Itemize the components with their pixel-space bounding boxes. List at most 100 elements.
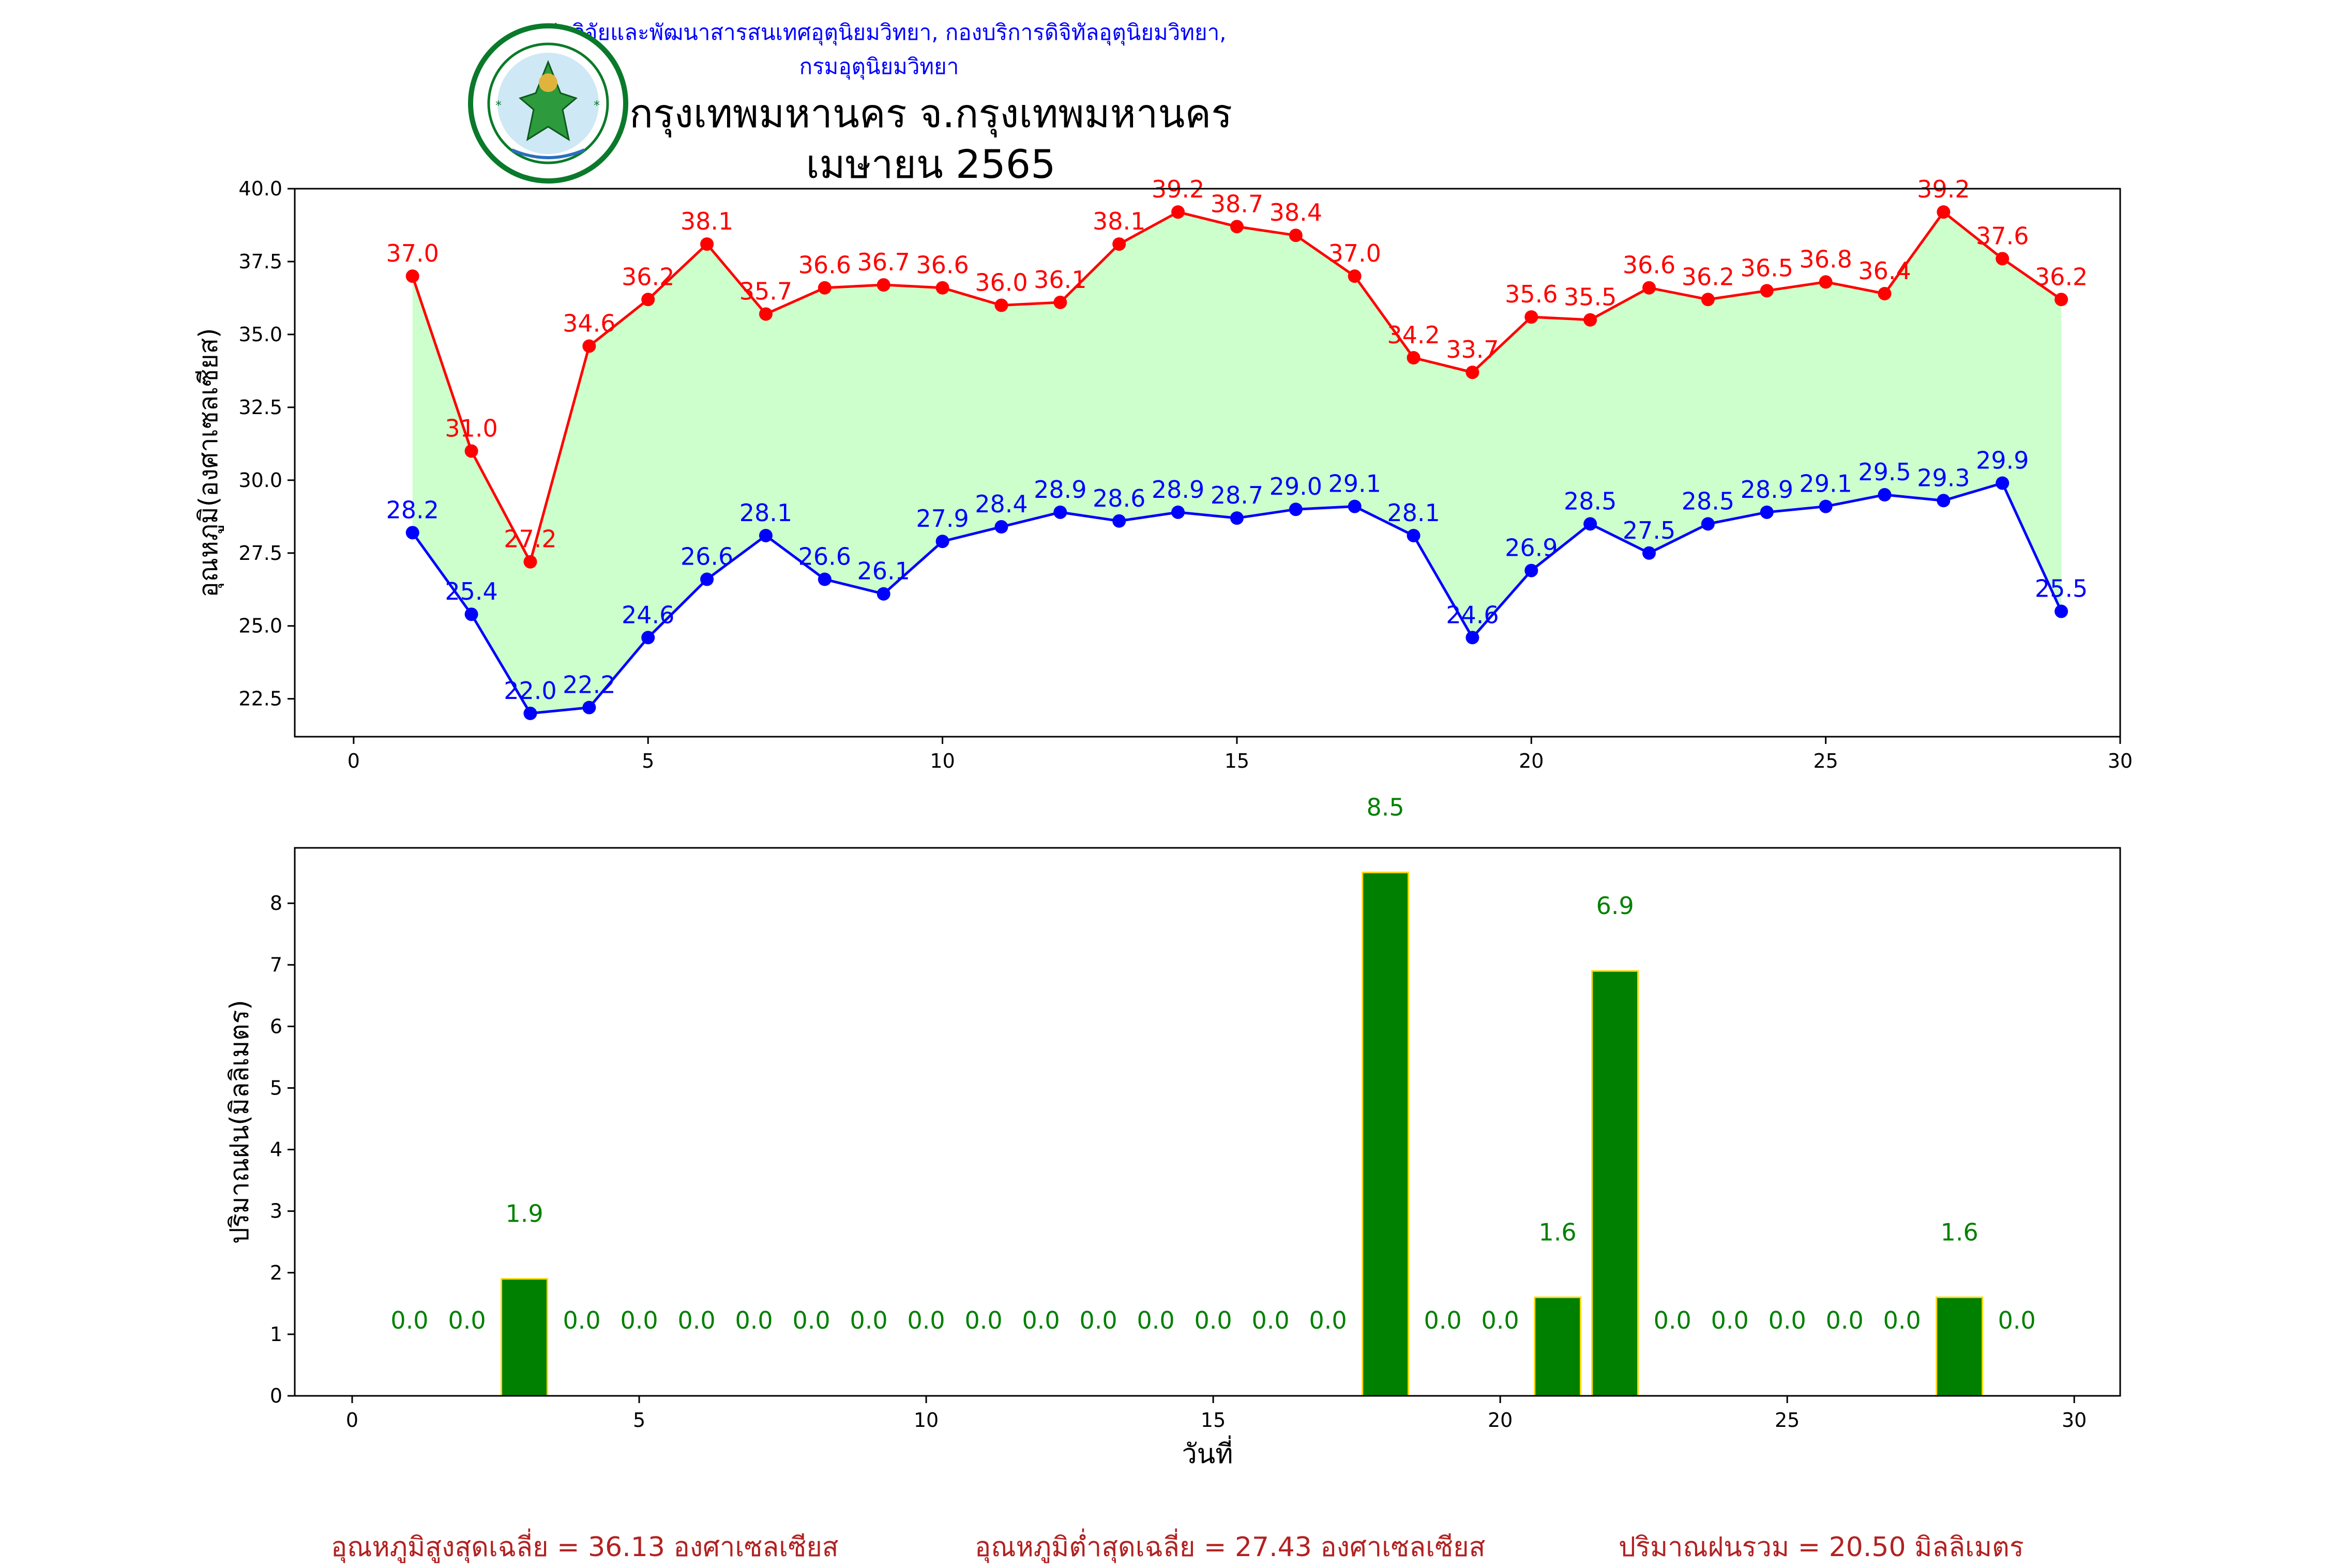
temp-x-tick-label: 0 [347, 750, 360, 772]
max-temp-point [2054, 293, 2068, 307]
rain-y-tick-label: 6 [270, 1015, 282, 1038]
rain-data-label: 0.0 [1482, 1306, 1519, 1334]
min-temp-point [700, 572, 714, 586]
rain-data-label: 0.0 [1424, 1306, 1462, 1334]
temp-x-tick-label: 25 [1813, 750, 1838, 772]
min-temp-data-label: 22.2 [563, 671, 615, 699]
min-temp-data-label: 25.5 [2035, 575, 2088, 603]
max-temp-point [523, 555, 537, 569]
svg-text:*: * [594, 98, 600, 113]
min-temp-data-label: 26.1 [857, 557, 910, 585]
rain-y-tick-label: 8 [270, 892, 282, 915]
rain-bar [1362, 872, 1410, 1397]
rain-y-tick-label: 5 [270, 1076, 282, 1099]
min-temp-data-label: 26.9 [1505, 534, 1558, 562]
max-temp-point [877, 278, 890, 292]
rain-y-tick-label: 7 [270, 953, 282, 976]
rain-data-label: 0.0 [1137, 1306, 1175, 1334]
rain-data-label: 0.0 [907, 1306, 945, 1334]
max-temp-data-label: 36.7 [857, 248, 910, 276]
max-temp-data-label: 36.4 [1858, 257, 1911, 285]
rain-x-tick-label: 30 [2062, 1409, 2087, 1432]
min-temp-point [641, 631, 655, 645]
temp-y-tick-label: 25.0 [238, 615, 282, 637]
rainfall-chart: 0.0 0.0 1.9 0.0 0.0 0.0 0.0 0.0 0.0 0.0 0.0 0.0 0.0 0… [224, 794, 2121, 1470]
max-temp-point [405, 269, 419, 283]
max-temp-data-label: 38.4 [1270, 199, 1322, 226]
min-temp-data-label: 26.6 [798, 543, 851, 571]
rain-data-label: 0.0 [1711, 1306, 1749, 1334]
rain-data-label: 0.0 [563, 1306, 600, 1334]
rain-data-label: 0.0 [850, 1306, 887, 1334]
max-temp-point [1171, 205, 1185, 219]
rain-x-tick-label: 5 [633, 1409, 645, 1432]
min-temp-point [405, 526, 419, 540]
rain-bar [501, 1278, 548, 1397]
max-temp-point [994, 298, 1008, 312]
max-temp-data-label: 33.7 [1446, 336, 1499, 363]
min-temp-point [1819, 499, 1833, 513]
max-temp-data-label: 38.1 [681, 207, 733, 235]
temp-y-tick-label: 27.5 [238, 542, 282, 565]
rain-data-label: 0.0 [390, 1306, 428, 1334]
rain-data-label: 0.0 [1826, 1306, 1864, 1334]
min-temp-point [1524, 564, 1538, 577]
temp-x-tick-label: 20 [1519, 750, 1544, 772]
avg-min-temp-summary: อุณหภูมิต่ำสุดเฉลี่ย = 27.43 องศาเซลเซีย… [975, 1532, 1486, 1563]
rain-data-label: 1.9 [505, 1200, 543, 1228]
rain-data-label: 8.5 [1367, 794, 1404, 821]
max-temp-data-label: 36.8 [1799, 245, 1852, 273]
rain-bar [1534, 1296, 1582, 1397]
min-temp-data-label: 29.5 [1858, 458, 1911, 486]
min-temp-data-label: 28.1 [739, 499, 792, 527]
temp-y-tick-label: 32.5 [238, 396, 282, 419]
max-temp-point [1996, 252, 2009, 266]
min-temp-point [1701, 517, 1715, 531]
temp-y-tick-label: 37.5 [238, 250, 282, 273]
min-temp-point [1642, 546, 1656, 560]
rain-data-label: 0.0 [1654, 1306, 1691, 1334]
min-temp-point [1937, 494, 1951, 508]
max-temp-data-label: 36.0 [975, 269, 1027, 297]
agency-header: กลุ่มวิจัยและพัฒนาสารสนเทศอุตุนิยมวิทยา,… [532, 20, 1227, 79]
min-temp-data-label: 28.1 [1387, 499, 1440, 527]
max-temp-data-label: 36.1 [1034, 266, 1086, 294]
min-temp-data-label: 29.9 [1976, 446, 2029, 474]
min-temp-data-label: 26.6 [681, 543, 733, 571]
min-temp-point [818, 572, 832, 586]
rain-data-label: 0.0 [448, 1306, 486, 1334]
max-temp-data-label: 38.7 [1211, 190, 1263, 218]
min-temp-data-label: 29.1 [1328, 470, 1381, 498]
min-temp-data-label: 29.1 [1799, 470, 1852, 498]
svg-text:*: * [495, 98, 502, 113]
rain-data-label: 0.0 [964, 1306, 1002, 1334]
min-temp-data-label: 28.5 [1682, 487, 1734, 515]
min-temp-point [523, 706, 537, 720]
total-rainfall-summary: ปริมาณฝนรวม = 20.50 มิลลิเมตร [1619, 1532, 2024, 1563]
rain-data-label: 6.9 [1596, 892, 1634, 920]
min-temp-point [1053, 505, 1067, 519]
max-temp-data-label: 36.6 [798, 251, 851, 279]
min-temp-data-label: 27.5 [1623, 516, 1675, 544]
min-temp-point [1348, 499, 1362, 513]
temp-x-tick-label: 15 [1225, 750, 1249, 772]
rain-data-label: 1.6 [1941, 1218, 1978, 1246]
max-temp-data-label: 35.5 [1564, 283, 1616, 311]
rain-data-label: 0.0 [677, 1306, 715, 1334]
rain-x-axis-label: วันที่ [1182, 1435, 1233, 1470]
max-temp-point [582, 339, 596, 353]
min-temp-point [1583, 517, 1597, 531]
rain-data-label: 0.0 [1022, 1306, 1060, 1334]
max-temp-data-label: 37.6 [1976, 222, 2029, 250]
temp-plot-frame [294, 188, 2121, 738]
temperature-chart: 37.031.027.234.636.238.135.736.6 36.7 36.6… [193, 175, 2133, 772]
min-temp-data-label: 22.0 [504, 677, 556, 705]
max-temp-data-label: 35.6 [1505, 280, 1558, 308]
temp-y-tick-label: 40.0 [238, 177, 282, 200]
min-temp-point [1407, 528, 1421, 542]
min-temp-data-label: 28.9 [1741, 476, 1793, 504]
min-temp-point [1171, 505, 1185, 519]
rain-y-tick-label: 3 [270, 1200, 282, 1223]
max-temp-point [1701, 293, 1715, 307]
